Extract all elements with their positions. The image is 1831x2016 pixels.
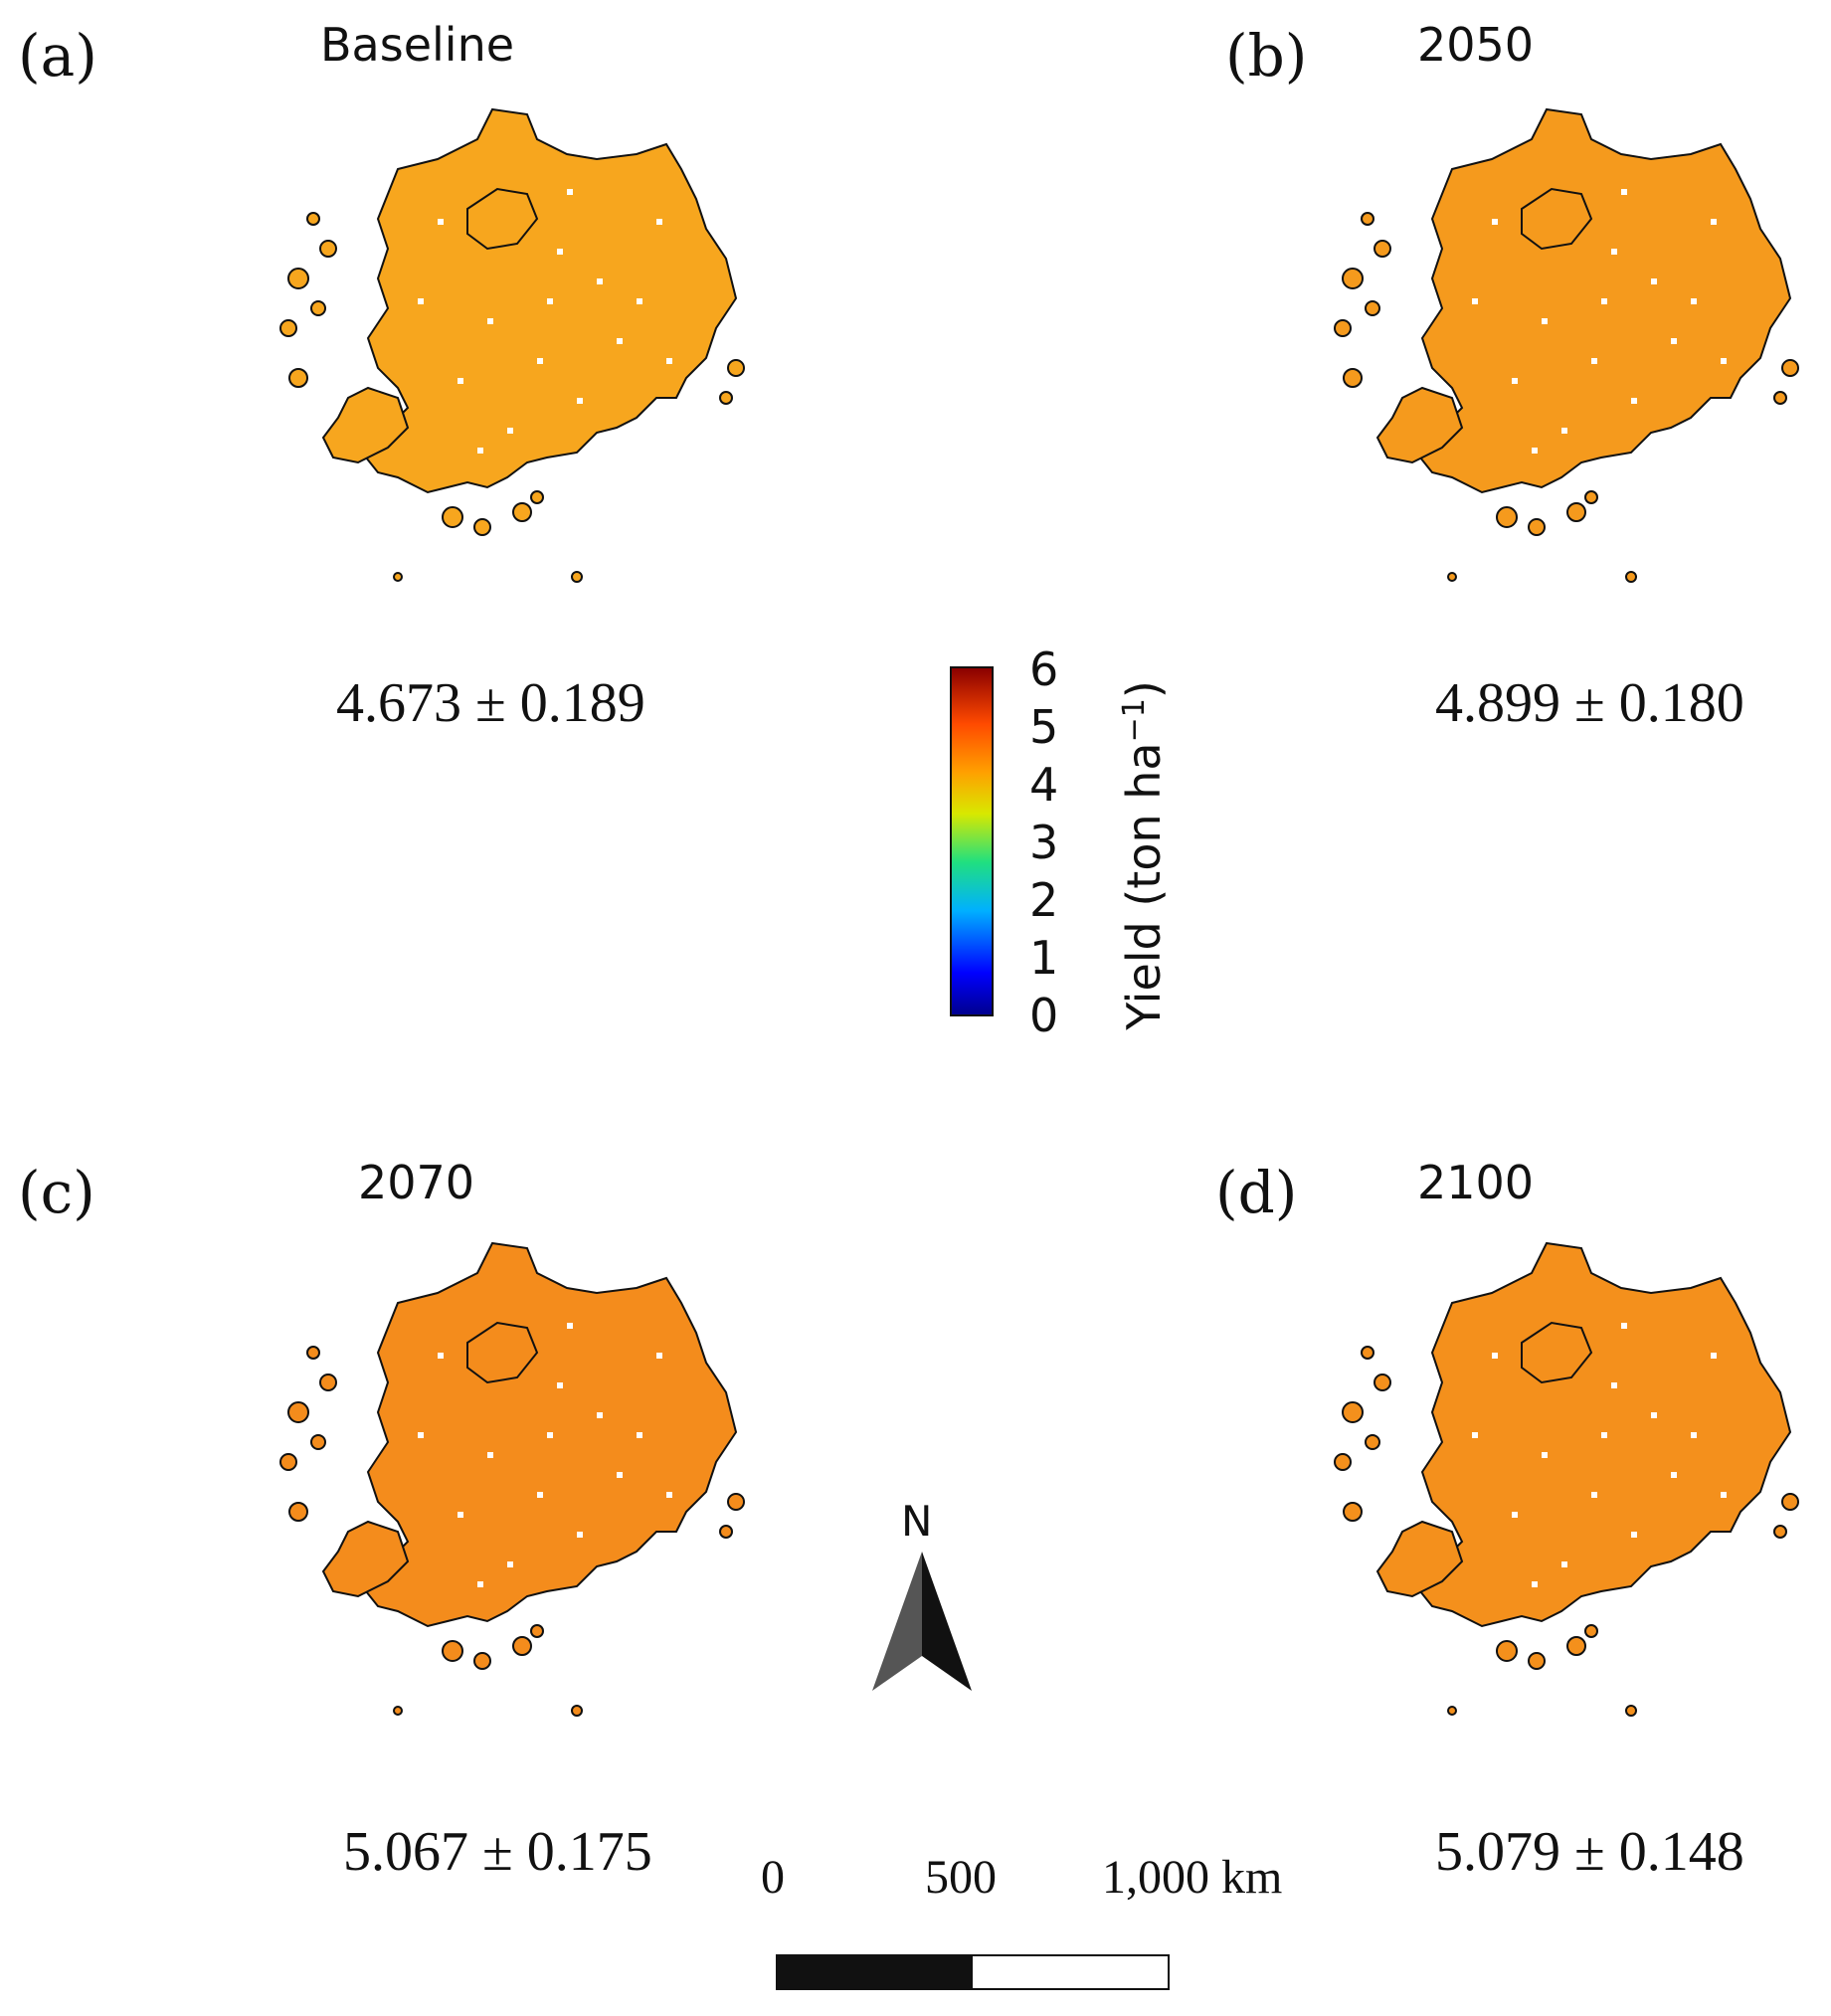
- colorbar: [950, 666, 994, 1016]
- scale-label-500: 500: [925, 1851, 997, 1904]
- panel-d-title: 2100: [1417, 1156, 1535, 1209]
- scale-bar-segment-black: [778, 1956, 973, 1988]
- colorbar-label: Yield (ton ha−1): [1116, 680, 1172, 1030]
- panel-b-title: 2050: [1417, 18, 1535, 72]
- panel-c-title: 2070: [358, 1156, 475, 1209]
- panel-d-map: [1334, 1242, 1799, 1717]
- panel-b-region: [1334, 108, 1799, 583]
- scale-label-0: 0: [761, 1851, 785, 1904]
- panel-b-map: [1334, 108, 1799, 583]
- panel-a-letter: (a): [18, 22, 97, 90]
- colorbar-tick: 1: [1029, 931, 1059, 985]
- colorbar-tick: 6: [1029, 642, 1059, 696]
- colorbar-tick: 3: [1029, 816, 1059, 869]
- panel-d-letter: (d): [1215, 1159, 1298, 1226]
- colorbar-tick: 5: [1029, 700, 1059, 754]
- panel-b-letter: (b): [1225, 22, 1308, 90]
- colorbar-tick: 4: [1029, 758, 1059, 812]
- scale-bar: [776, 1954, 1170, 1990]
- panel-c-map: [279, 1242, 745, 1717]
- colorbar-tick: 2: [1029, 873, 1059, 927]
- panel-c-stat: 5.067 ± 0.175: [343, 1821, 652, 1883]
- scale-bar-segment-white: [973, 1956, 1168, 1988]
- panel-d-region: [1334, 1242, 1799, 1717]
- panel-c-region: [279, 1242, 745, 1717]
- scale-label-1000: 1,000 km: [1102, 1851, 1283, 1904]
- panel-a-region: [279, 108, 745, 583]
- north-label: N: [901, 1497, 933, 1546]
- north-arrow-icon: [872, 1552, 972, 1691]
- panel-d-stat: 5.079 ± 0.148: [1435, 1821, 1744, 1883]
- panel-a-map: [279, 108, 745, 583]
- panel-a-stat: 4.673 ± 0.189: [336, 672, 645, 734]
- panel-c-letter: (c): [18, 1159, 95, 1226]
- colorbar-tick: 0: [1029, 989, 1059, 1042]
- panel-b-stat: 4.899 ± 0.180: [1435, 672, 1744, 734]
- panel-a-title: Baseline: [320, 18, 515, 72]
